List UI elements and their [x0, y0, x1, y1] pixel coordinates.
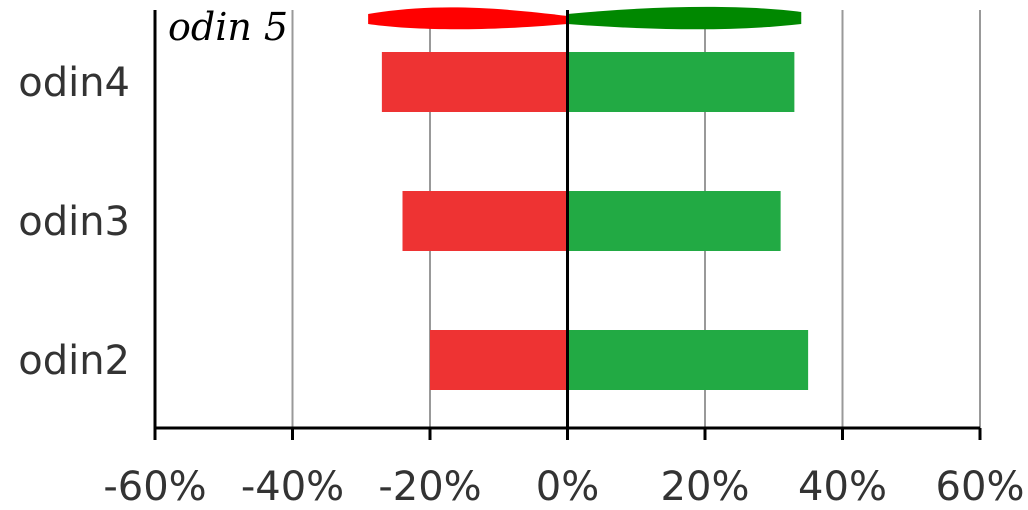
annotation-scribble-positive	[567, 6, 802, 30]
x-tick-label-2: -20%	[378, 464, 481, 510]
category-label-odin4: odin4	[18, 60, 130, 106]
bar-odin4-positive	[567, 52, 795, 112]
x-tick-label-4: 20%	[661, 464, 750, 510]
bar-odin4-negative	[381, 52, 568, 112]
category-label-odin2: odin2	[18, 338, 130, 384]
category-label-odin3: odin3	[18, 199, 130, 245]
x-tick-label-3: 0%	[536, 464, 599, 510]
labels: odin2 odin3 odin4 -60% -40% -20% 0% 20% 40% 60%	[18, 60, 1024, 510]
annotation-label: odin 5	[168, 5, 288, 49]
bars	[381, 52, 809, 390]
handwritten-annotation: odin 5	[168, 5, 802, 49]
bar-odin2-positive	[567, 330, 809, 390]
bar-odin2-negative	[430, 330, 568, 390]
axes	[153, 10, 982, 440]
x-tick-label-1: -40%	[241, 464, 344, 510]
bar-odin3-negative	[402, 191, 568, 251]
annotation-scribble-negative	[368, 7, 568, 30]
x-tick-label-6: 60%	[936, 464, 1025, 510]
x-tick-label-5: 40%	[798, 464, 887, 510]
x-tick-label-0: -60%	[103, 464, 206, 510]
bar-odin3-positive	[567, 191, 781, 251]
